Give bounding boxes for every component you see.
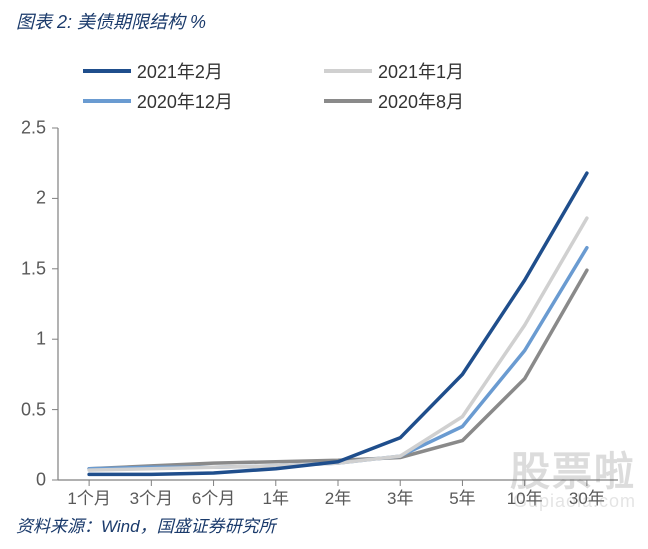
- figure-container: 图表 2: 美债期限结构 % 2021年2月2021年1月2020年12月202…: [0, 0, 648, 546]
- x-tick-label: 10年: [507, 484, 543, 509]
- y-tick-label: 2.5: [21, 118, 46, 139]
- legend-label: 2020年8月: [378, 88, 464, 114]
- y-tick-label: 0.5: [21, 399, 46, 420]
- y-tick-label: 0: [36, 470, 46, 491]
- legend-item: 2020年12月: [83, 86, 324, 116]
- x-tick-label: 3个月: [130, 484, 173, 509]
- legend-swatch: [324, 69, 372, 73]
- x-tick-label: 5年: [449, 484, 475, 509]
- legend-item: 2020年8月: [324, 86, 565, 116]
- x-tick-label: 30年: [569, 484, 605, 509]
- chart-source: 资料来源：Wind，国盛证券研究所: [0, 504, 648, 549]
- x-tick-label: 1个月: [67, 484, 110, 509]
- chart-svg: [52, 124, 624, 504]
- y-tick-label: 2: [36, 188, 46, 209]
- legend-swatch: [83, 99, 131, 103]
- series-line: [89, 248, 587, 469]
- legend-swatch: [324, 99, 372, 103]
- y-tick-label: 1.5: [21, 258, 46, 279]
- y-tick-label: 1: [36, 329, 46, 350]
- legend-swatch: [83, 69, 131, 73]
- x-tick-label: 6个月: [192, 484, 235, 509]
- plot-area: 00.511.522.51个月3个月6个月1年2年3年5年10年30年: [52, 124, 624, 504]
- series-line: [89, 173, 587, 474]
- legend-item: 2021年2月: [83, 56, 324, 86]
- legend-label: 2021年1月: [378, 58, 464, 84]
- x-tick-label: 1年: [263, 484, 289, 509]
- legend-item: 2021年1月: [324, 56, 565, 86]
- x-tick-label: 3年: [387, 484, 413, 509]
- legend-label: 2021年2月: [137, 58, 223, 84]
- series-line: [89, 218, 587, 470]
- chart-area: 2021年2月2021年1月2020年12月2020年8月 00.511.522…: [0, 40, 648, 504]
- legend-label: 2020年12月: [137, 88, 233, 114]
- x-tick-label: 2年: [325, 484, 351, 509]
- legend: 2021年2月 2021年1月 2020年12月 2020年8月: [16, 52, 632, 124]
- chart-title: 图表 2: 美债期限结构 %: [0, 0, 648, 40]
